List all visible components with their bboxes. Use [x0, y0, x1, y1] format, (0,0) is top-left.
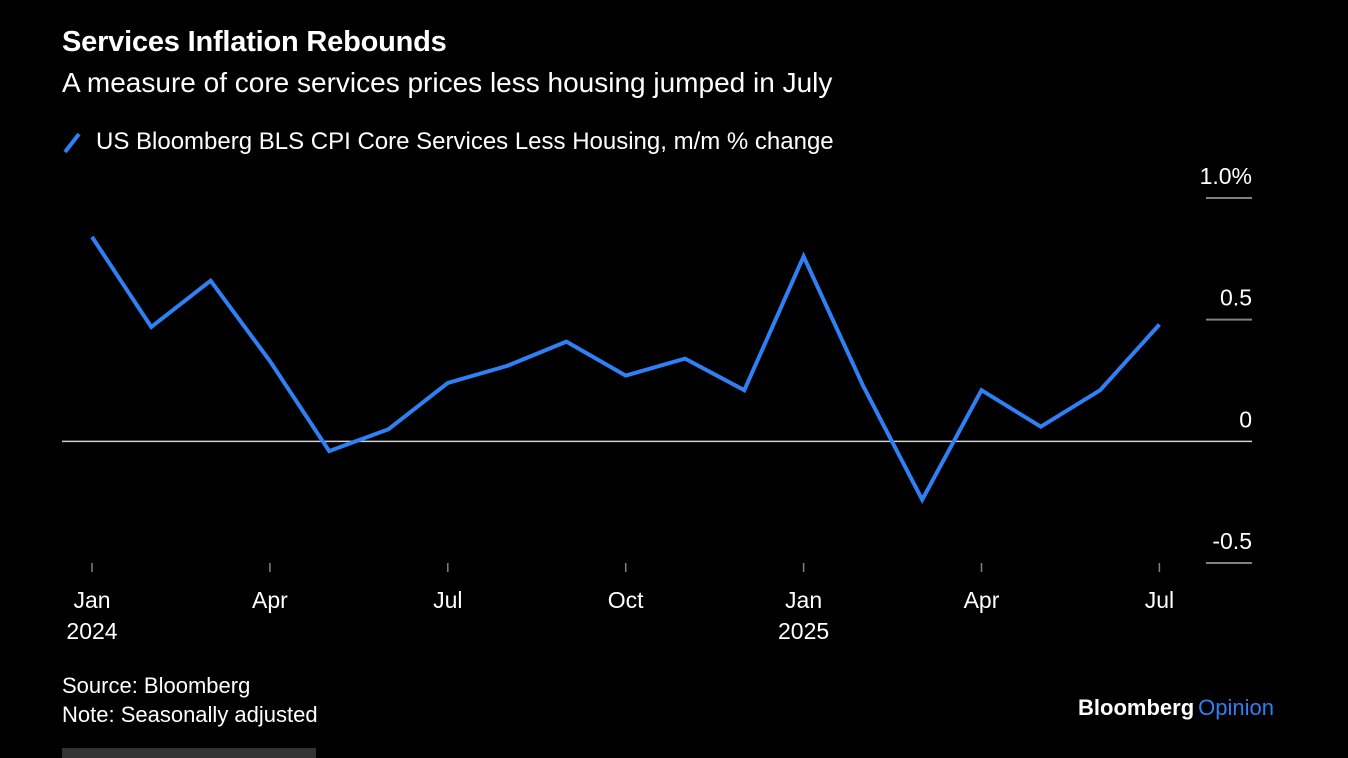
x-tick-label: Jan	[73, 587, 110, 613]
x-tick-label: Apr	[252, 587, 288, 613]
y-tick-label: 0.5	[1220, 285, 1252, 311]
legend-label: US Bloomberg BLS CPI Core Services Less …	[96, 128, 834, 155]
x-tick-label: Jan	[785, 587, 822, 613]
y-tick-label: -0.5	[1212, 528, 1252, 554]
x-tick-label: Apr	[964, 587, 1000, 613]
chart-title: Services Inflation Rebounds	[62, 26, 447, 58]
chart-subtitle: A measure of core services prices less h…	[62, 67, 833, 98]
x-tick-year-label: 2024	[66, 618, 117, 644]
x-tick-label: Jul	[433, 587, 462, 613]
x-tick-year-label: 2025	[778, 618, 829, 644]
y-tick-label: 0	[1239, 406, 1252, 432]
brand-logo: Bloomberg Opinion	[1078, 695, 1274, 721]
legend-line-icon	[63, 132, 81, 154]
legend: US Bloomberg BLS CPI Core Services Less …	[62, 127, 834, 157]
bottom-bar	[62, 748, 316, 758]
series-line	[90, 235, 1161, 504]
brand-name: Bloomberg	[1078, 695, 1195, 720]
source-note: Source: Bloomberg	[62, 673, 251, 698]
x-tick-label: Jul	[1145, 587, 1174, 613]
x-tick-label: Oct	[608, 587, 644, 613]
footnote: Note: Seasonally adjusted	[62, 702, 318, 727]
y-tick-label: 1.0%	[1200, 163, 1252, 189]
brand-accent: Opinion	[1198, 695, 1274, 720]
